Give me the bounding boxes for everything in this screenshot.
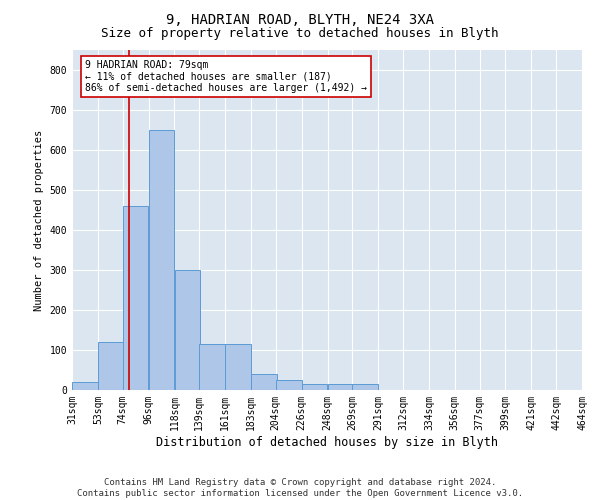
Bar	[72, 382, 98, 390]
Text: 9, HADRIAN ROAD, BLYTH, NE24 3XA: 9, HADRIAN ROAD, BLYTH, NE24 3XA	[166, 12, 434, 26]
Bar	[225, 344, 251, 390]
Text: 9 HADRIAN ROAD: 79sqm
← 11% of detached houses are smaller (187)
86% of semi-det: 9 HADRIAN ROAD: 79sqm ← 11% of detached …	[85, 60, 367, 94]
Text: Contains HM Land Registry data © Crown copyright and database right 2024.
Contai: Contains HM Land Registry data © Crown c…	[77, 478, 523, 498]
Y-axis label: Number of detached properties: Number of detached properties	[34, 130, 44, 310]
Bar	[98, 342, 124, 390]
Bar	[276, 380, 302, 390]
Bar	[175, 270, 200, 390]
Bar	[123, 206, 148, 390]
X-axis label: Distribution of detached houses by size in Blyth: Distribution of detached houses by size …	[156, 436, 498, 448]
Bar	[199, 344, 225, 390]
Bar	[149, 130, 174, 390]
Bar	[251, 374, 277, 390]
Text: Size of property relative to detached houses in Blyth: Size of property relative to detached ho…	[101, 28, 499, 40]
Bar	[352, 384, 378, 390]
Bar	[302, 384, 328, 390]
Bar	[328, 384, 353, 390]
